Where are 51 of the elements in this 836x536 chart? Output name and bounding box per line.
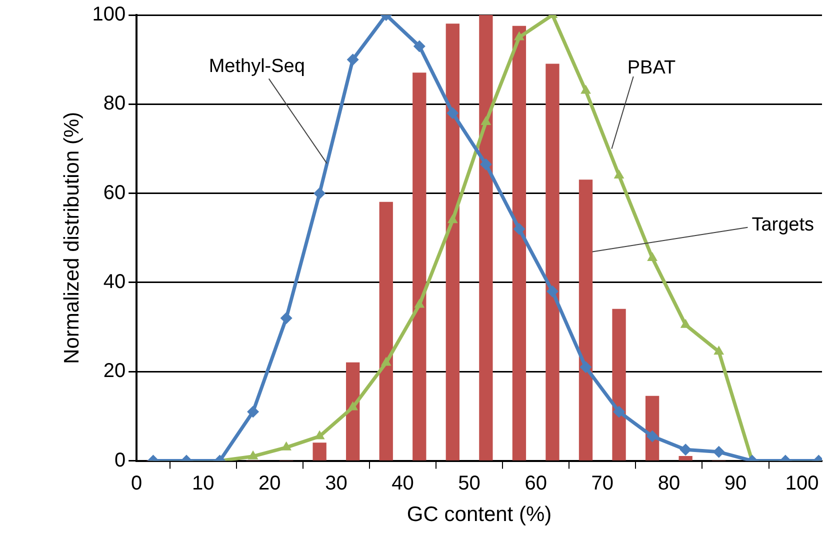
x-tick-label: 90 bbox=[724, 472, 747, 494]
point bbox=[647, 252, 658, 261]
y-axis-title: Normalized distribution (%) bbox=[60, 112, 84, 364]
point bbox=[348, 401, 358, 410]
point bbox=[380, 356, 392, 366]
x-tick-label: 70 bbox=[591, 472, 614, 494]
point bbox=[446, 107, 459, 120]
bar bbox=[678, 456, 692, 460]
x-tick-label: 80 bbox=[658, 472, 680, 494]
y-tick-label: 80 bbox=[103, 92, 126, 115]
text: PBAT bbox=[627, 58, 676, 79]
x-tick-label: 0 bbox=[131, 472, 142, 494]
y-tick-label: 40 bbox=[103, 270, 126, 293]
point bbox=[513, 222, 526, 235]
x-tick-label: 20 bbox=[258, 472, 281, 494]
point bbox=[546, 285, 558, 298]
point bbox=[346, 54, 359, 66]
bar bbox=[578, 180, 593, 460]
y-tick-label: 20 bbox=[103, 360, 126, 382]
bar bbox=[479, 15, 493, 460]
x-tick-label: 40 bbox=[392, 472, 414, 494]
point bbox=[248, 450, 258, 460]
text: Methyl-Seq bbox=[208, 56, 305, 77]
y-tick-label: 0 bbox=[114, 449, 126, 472]
point bbox=[447, 214, 458, 224]
x-tick-label: 30 bbox=[325, 472, 348, 494]
point bbox=[314, 187, 326, 200]
point bbox=[281, 441, 292, 450]
text: Targets bbox=[752, 214, 814, 236]
y-tick-label: 60 bbox=[103, 182, 126, 204]
x-tick-label: 10 bbox=[192, 472, 214, 494]
x-tick-label: 60 bbox=[524, 472, 547, 494]
bar bbox=[512, 26, 526, 460]
bar bbox=[446, 24, 460, 460]
bar bbox=[346, 362, 360, 460]
point bbox=[413, 40, 426, 52]
bar bbox=[546, 64, 560, 460]
point bbox=[480, 158, 492, 170]
bar bbox=[312, 442, 326, 460]
point bbox=[714, 346, 724, 355]
point bbox=[614, 169, 624, 178]
y-tick-label: 100 bbox=[92, 4, 126, 26]
x-tick-label: 100 bbox=[785, 472, 819, 494]
point bbox=[314, 430, 325, 440]
bar bbox=[379, 202, 393, 460]
bar bbox=[612, 308, 626, 460]
point bbox=[414, 298, 425, 308]
point bbox=[680, 318, 691, 328]
x-tick-label: 50 bbox=[458, 472, 480, 494]
x-axis-title: GC content (%) bbox=[406, 503, 552, 526]
bar bbox=[412, 72, 426, 460]
